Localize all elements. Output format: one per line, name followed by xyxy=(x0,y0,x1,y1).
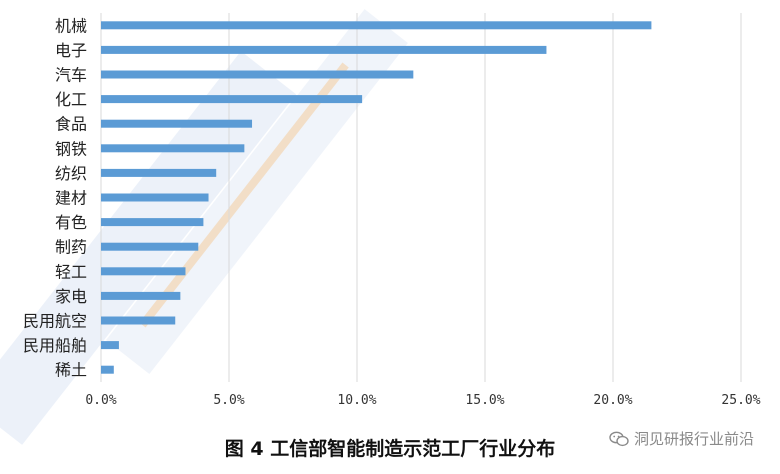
category-label: 汽车 xyxy=(55,66,87,85)
bar xyxy=(101,242,199,251)
bar xyxy=(101,316,176,325)
category-label: 钢铁 xyxy=(55,139,87,158)
chart-bars xyxy=(101,21,652,374)
category-label: 化工 xyxy=(55,90,87,109)
category-label: 电子 xyxy=(55,41,87,60)
source-watermark: 洞见研报行业前沿 xyxy=(609,428,754,449)
bar xyxy=(101,365,114,374)
bar xyxy=(101,21,652,30)
bar xyxy=(101,267,186,276)
figure-caption: 图 4 工信部智能制造示范工厂行业分布 xyxy=(224,438,556,460)
category-label: 食品 xyxy=(55,115,87,134)
bar xyxy=(101,45,547,54)
category-label: 制药 xyxy=(55,238,87,257)
x-tick-label: 15.0% xyxy=(465,393,504,408)
x-tick-label: 20.0% xyxy=(593,393,632,408)
category-label: 民用航空 xyxy=(23,312,87,331)
x-tick-label: 25.0% xyxy=(721,393,760,408)
category-label: 家电 xyxy=(55,287,87,306)
watermark-stripe xyxy=(139,62,349,328)
watermark-text: 洞见研报行业前沿 xyxy=(633,430,754,448)
bar xyxy=(101,70,414,79)
wechat-icon xyxy=(609,431,629,446)
x-tick-label: 0.0% xyxy=(85,393,116,408)
bar xyxy=(101,193,209,202)
bar xyxy=(101,168,217,177)
category-label: 稀土 xyxy=(55,361,87,380)
bar xyxy=(101,291,181,300)
category-label: 有色 xyxy=(55,213,87,232)
category-label: 纺织 xyxy=(55,164,87,183)
bar xyxy=(101,95,363,104)
category-label: 民用船舶 xyxy=(23,336,87,355)
x-tick-labels: 0.0% 5.0% 10.0% 15.0% 20.0% 25.0% xyxy=(85,393,760,408)
bar xyxy=(101,218,204,227)
bar xyxy=(101,119,253,128)
x-tick-label: 10.0% xyxy=(337,393,376,408)
x-tick-label: 5.0% xyxy=(213,393,244,408)
category-label: 轻工 xyxy=(55,262,87,281)
bar xyxy=(101,144,245,153)
bar xyxy=(101,341,119,350)
category-label: 建材 xyxy=(55,189,87,208)
category-label: 机械 xyxy=(55,16,87,35)
